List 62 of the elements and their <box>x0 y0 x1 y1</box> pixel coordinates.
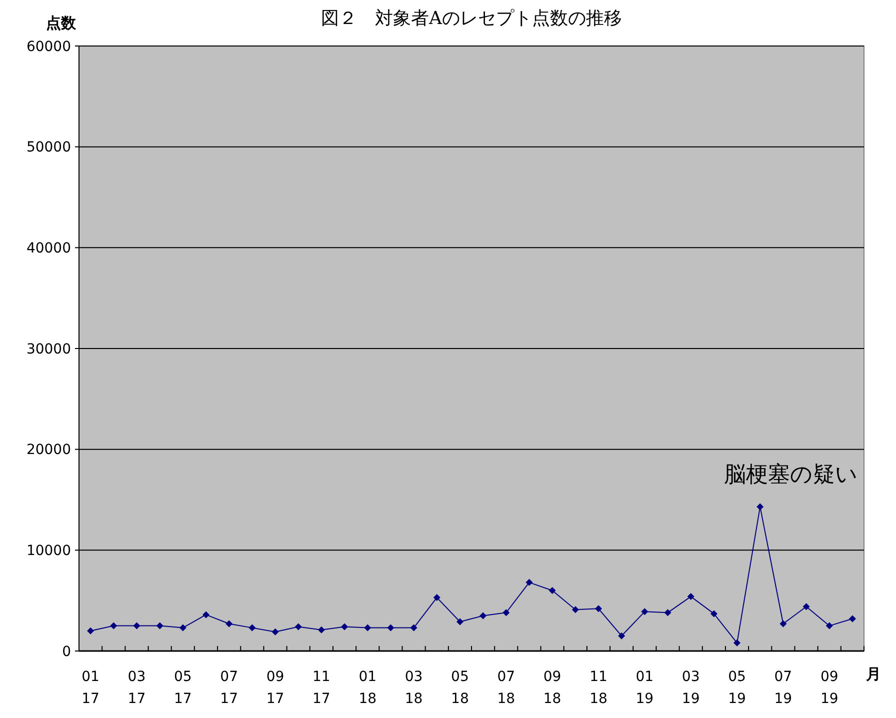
y-tick-label: 10000 <box>26 543 71 560</box>
point <box>272 628 279 636</box>
y-tick-label: 0 <box>62 644 71 660</box>
x-tick-label: 03 18 <box>404 669 423 707</box>
point <box>318 626 325 634</box>
point <box>687 593 694 600</box>
point <box>387 624 394 632</box>
y-tick-label: 40000 <box>26 240 71 257</box>
point <box>548 587 556 594</box>
point <box>156 622 164 630</box>
point <box>341 623 348 630</box>
y-axis-title: 点数 <box>46 14 77 32</box>
x-axis-title: 月 <box>865 665 881 683</box>
point <box>594 605 602 612</box>
point <box>364 624 372 632</box>
x-tick-label: 01 18 <box>358 669 377 707</box>
x-tick-label: 01 17 <box>82 669 100 707</box>
y-tick-label: 20000 <box>26 442 71 458</box>
x-tick-label: 01 19 <box>636 669 654 707</box>
point <box>618 632 626 640</box>
x-tick-label: 11 17 <box>312 669 330 707</box>
point <box>433 594 440 602</box>
point <box>202 611 210 618</box>
point <box>848 615 856 622</box>
x-tick-label: 05 18 <box>451 669 469 707</box>
x-tick-label: 11 18 <box>590 669 608 707</box>
point <box>110 622 118 630</box>
y-tick-label: 50000 <box>26 140 71 156</box>
point <box>664 609 672 616</box>
point <box>734 639 741 646</box>
x-tick-label: 05 19 <box>728 669 746 707</box>
x-tick-label: 07 17 <box>220 669 238 707</box>
x-tick-label: 03 19 <box>682 669 700 707</box>
point <box>780 620 787 628</box>
point <box>226 620 233 628</box>
point <box>572 606 579 614</box>
y-tick-label: 30000 <box>26 341 71 358</box>
point <box>502 609 510 616</box>
x-tick-label: 03 17 <box>128 669 146 707</box>
point <box>480 612 487 620</box>
point <box>826 622 833 630</box>
point <box>756 503 764 510</box>
point <box>410 624 418 632</box>
point <box>526 578 533 586</box>
point <box>294 623 302 630</box>
point <box>248 624 256 632</box>
x-tick-label: 07 18 <box>497 669 516 707</box>
x-tick-label: 07 19 <box>774 669 792 707</box>
y-tick-label: 60000 <box>26 38 71 55</box>
x-tick-label: 05 17 <box>174 669 192 707</box>
point <box>179 624 186 632</box>
point <box>641 608 648 616</box>
point <box>456 618 464 626</box>
point <box>710 610 718 618</box>
point <box>87 627 94 634</box>
point <box>133 622 140 630</box>
x-tick-label: 09 18 <box>543 669 562 707</box>
annotation: 脳梗塞の疑い <box>724 462 858 488</box>
x-tick-label: 09 19 <box>820 669 838 707</box>
chart-title: 図２ 対象者Aのレセプト点数の推移 <box>321 8 622 29</box>
point <box>802 603 810 610</box>
x-tick-label: 09 17 <box>266 669 284 707</box>
